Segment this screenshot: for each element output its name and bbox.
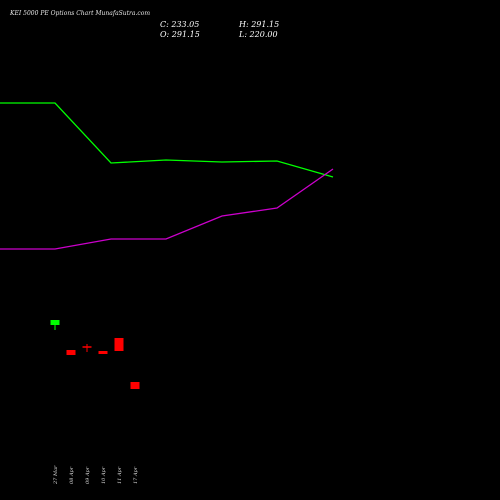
candle-11-apr (114, 338, 124, 351)
candle-body (66, 350, 76, 355)
candle-08-apr (66, 350, 76, 355)
candle-body (82, 346, 92, 348)
open-value: O: 291.15 (160, 30, 200, 39)
candle-body (98, 351, 108, 354)
high-value: H: 291.15 (239, 20, 280, 29)
x-tick-label: 17 Apr (133, 466, 139, 484)
candle-10-apr (98, 351, 108, 354)
x-tick-label: 11 Apr (117, 466, 123, 484)
close-value: C: 233.05 (160, 20, 200, 29)
candle-body (114, 338, 124, 351)
x-tick-label: 08 Apr (69, 466, 75, 484)
candle-27-mar (50, 320, 60, 330)
candle-09-apr (82, 344, 92, 352)
x-tick-label: 10 Apr (101, 466, 107, 484)
x-tick-label: 27 Mar (53, 465, 59, 485)
series-line-1 (0, 102, 334, 178)
low-value: L: 220.00 (239, 30, 278, 39)
chart-title: KEI 5000 PE Options Chart MunafaSutra.co… (10, 10, 151, 17)
candle-body (50, 320, 60, 325)
candle-17-apr (130, 382, 140, 389)
candle-body (130, 382, 140, 389)
x-tick-label: 09 Apr (85, 466, 91, 484)
series-line-2 (0, 168, 334, 250)
